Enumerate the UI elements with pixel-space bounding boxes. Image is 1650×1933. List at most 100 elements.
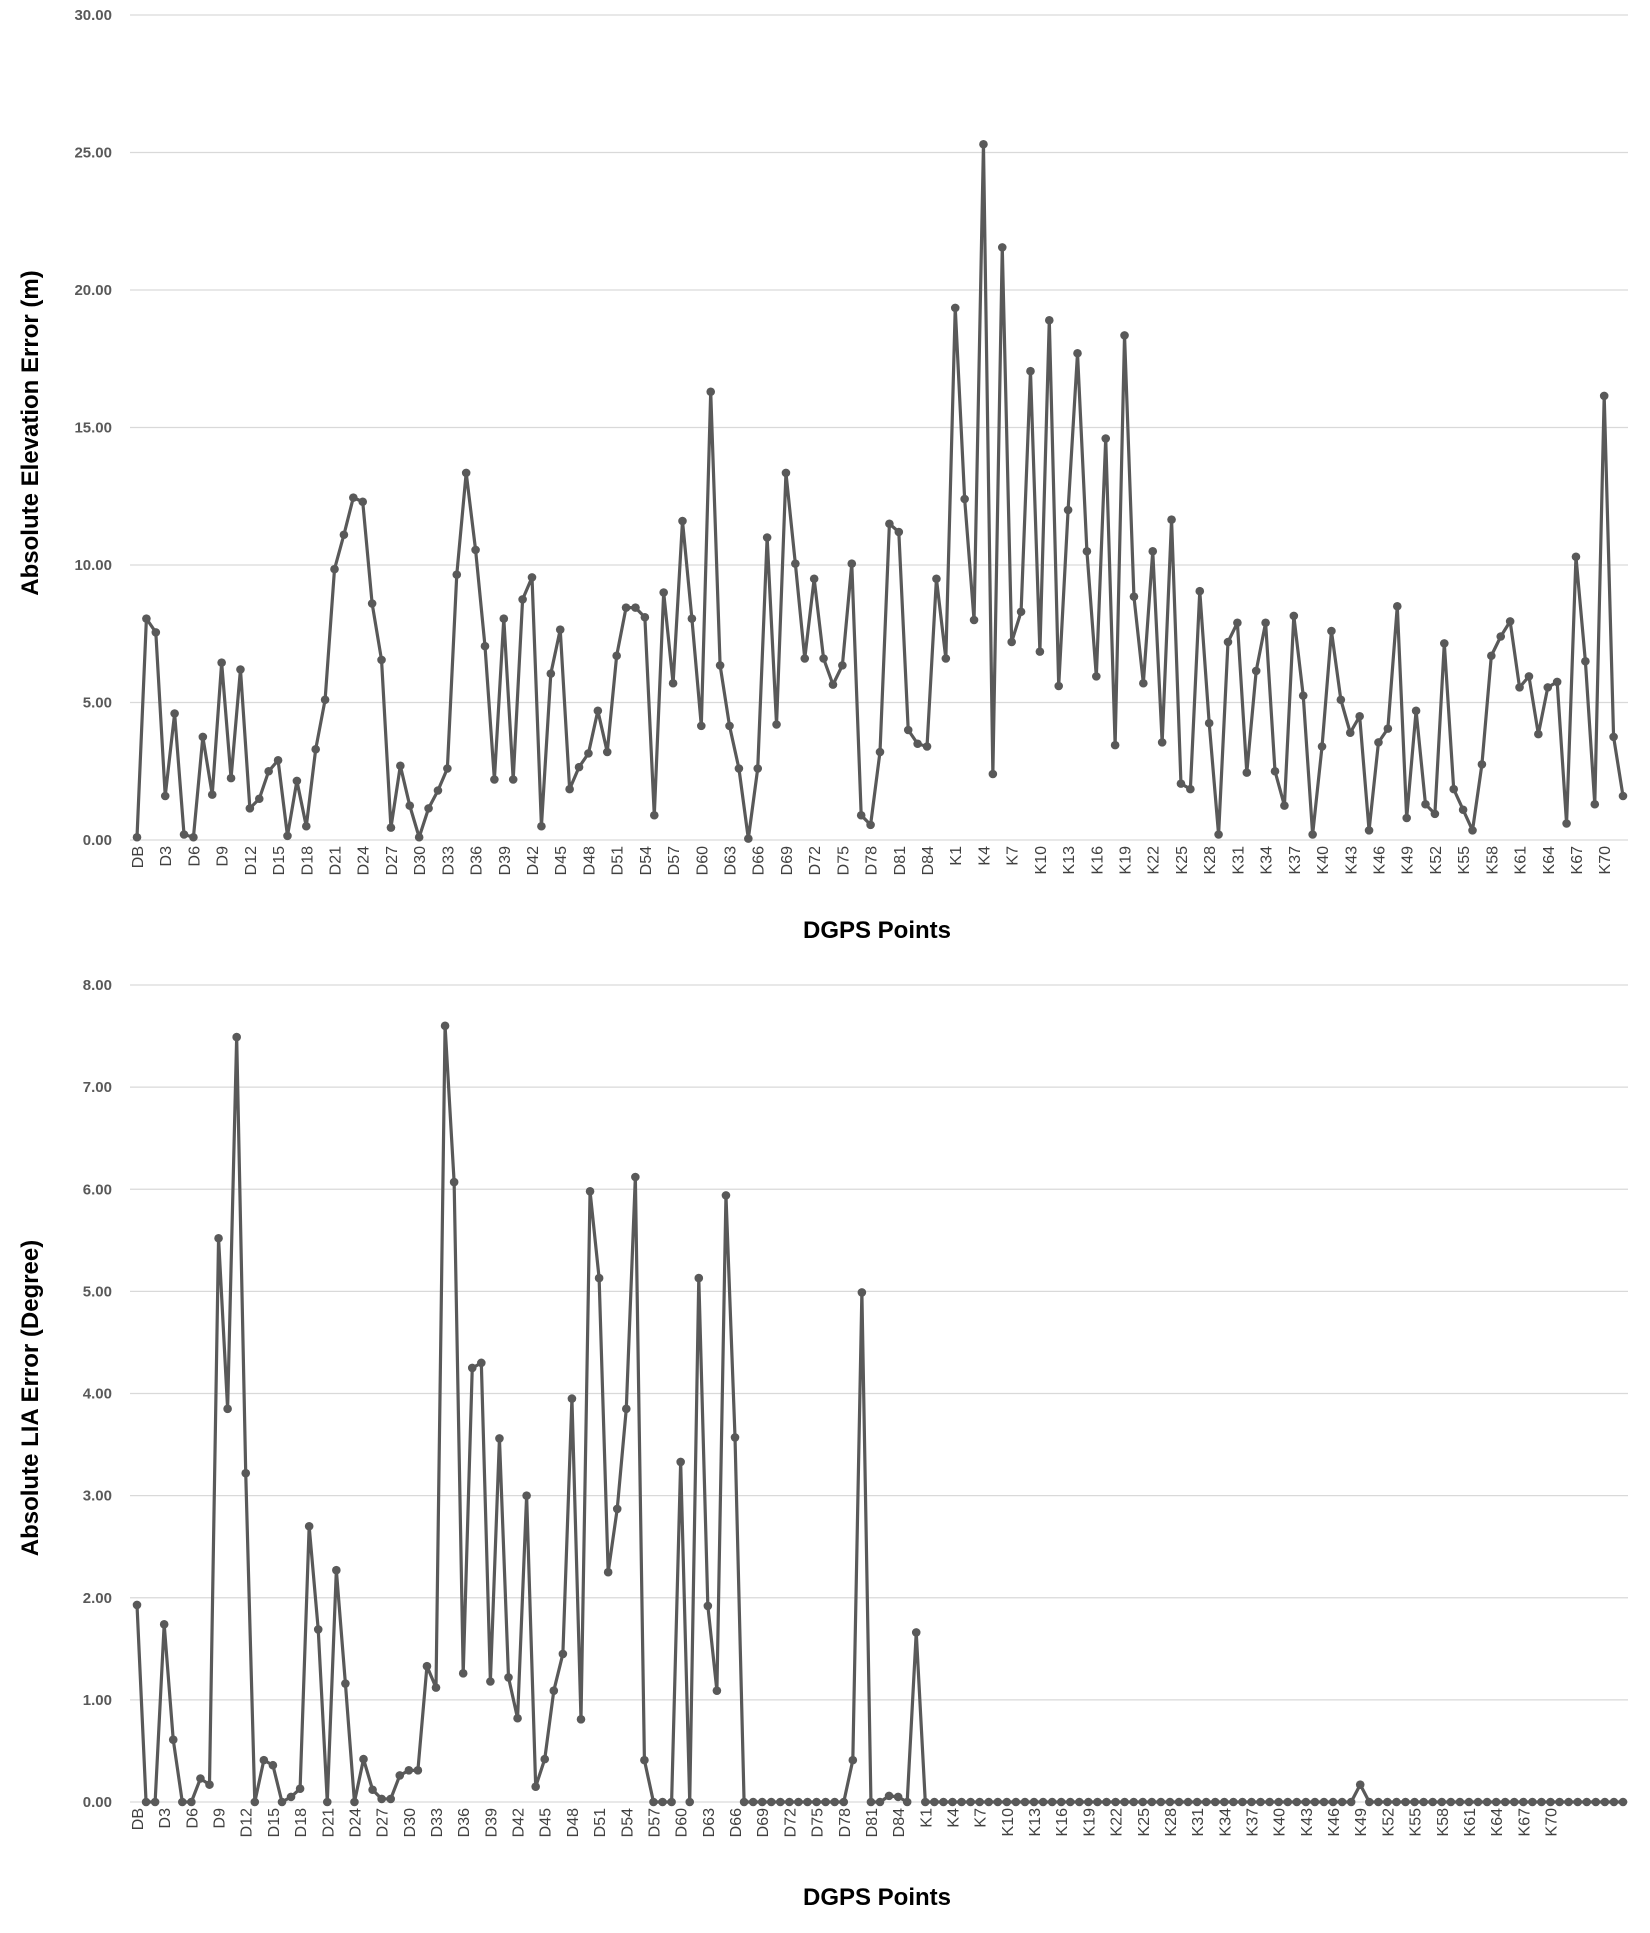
x-tick-label: K61 <box>1462 1808 1479 1837</box>
data-point <box>997 243 1007 252</box>
data-point <box>941 654 951 663</box>
data-point <box>330 564 339 574</box>
x-tick-label: K22 <box>1146 846 1163 875</box>
data-point <box>367 599 377 608</box>
data-point <box>1519 1797 1528 1807</box>
x-tick-label: D57 <box>646 1808 663 1837</box>
data-point <box>1509 1797 1519 1807</box>
data-point <box>1082 546 1092 556</box>
data-point <box>1204 718 1214 728</box>
data-point <box>1129 592 1139 601</box>
data-point <box>1233 618 1242 628</box>
y-tick-label: 7.00 <box>83 1079 112 1096</box>
data-point <box>1345 728 1355 738</box>
data-point <box>236 665 245 674</box>
data-point <box>960 494 969 504</box>
data-point <box>766 1797 776 1807</box>
data-point <box>1044 315 1054 325</box>
data-point <box>141 1797 151 1807</box>
data-point <box>913 739 922 749</box>
data-point <box>1214 830 1223 839</box>
x-tick-label: K67 <box>1569 846 1586 875</box>
data-point <box>1289 611 1299 621</box>
x-tick-label: D63 <box>701 1808 718 1837</box>
data-point <box>1210 1797 1220 1807</box>
data-point <box>1102 1797 1111 1807</box>
x-tick-label: D84 <box>920 846 937 875</box>
data-point <box>848 1755 858 1765</box>
data-point <box>1101 434 1111 443</box>
data-point <box>856 810 866 820</box>
x-tick-label: D57 <box>666 846 683 875</box>
data-point <box>748 1797 758 1807</box>
data-point <box>1327 626 1336 636</box>
data-point <box>819 654 828 663</box>
data-point <box>712 1686 722 1695</box>
data-point <box>1174 1797 1184 1807</box>
data-point <box>1238 1797 1247 1807</box>
data-point <box>1337 1797 1347 1807</box>
data-point <box>1477 760 1487 769</box>
data-point <box>1251 666 1261 676</box>
data-point <box>1564 1797 1573 1807</box>
data-point <box>286 1792 296 1802</box>
data-point <box>734 764 744 773</box>
y-tick-label: 10.00 <box>74 557 112 574</box>
data-point <box>386 823 396 832</box>
data-point <box>1336 695 1346 705</box>
x-tick-label: K49 <box>1353 1808 1370 1837</box>
x-tick-label: D60 <box>674 1808 691 1837</box>
x-tick-label: K34 <box>1217 1808 1234 1837</box>
data-point <box>1500 1797 1510 1807</box>
data-point <box>1292 1797 1302 1807</box>
data-point <box>1156 1797 1166 1807</box>
x-tick-label: D45 <box>553 846 570 875</box>
data-point <box>537 821 546 831</box>
data-point <box>1505 617 1515 626</box>
x-tick-label: D81 <box>892 846 909 875</box>
data-point <box>875 1797 885 1807</box>
data-point <box>1571 552 1581 562</box>
data-point <box>1528 1797 1537 1807</box>
data-point <box>1364 826 1374 835</box>
data-point <box>349 493 358 502</box>
y-tick-label: 20.00 <box>74 282 112 299</box>
data-point <box>1148 546 1158 556</box>
y-tick-label: 2.00 <box>83 1590 112 1607</box>
x-tick-label: K1 <box>918 1808 935 1828</box>
x-tick-label: K58 <box>1484 846 1501 875</box>
x-tick-label: K52 <box>1380 1808 1397 1837</box>
data-point <box>531 1782 540 1791</box>
data-point <box>885 519 894 529</box>
x-tick-label: D30 <box>402 1808 419 1837</box>
data-point <box>490 775 499 784</box>
data-point <box>304 1521 314 1531</box>
data-point <box>1280 801 1289 810</box>
data-point <box>1591 1797 1601 1807</box>
x-tick-label: K4 <box>976 846 993 866</box>
data-point <box>1092 672 1101 681</box>
x-tick-label: D3 <box>157 1808 174 1829</box>
data-point <box>1065 1797 1075 1807</box>
x-tick-label: DB <box>130 846 147 868</box>
data-point <box>1468 826 1477 835</box>
data-point <box>1201 1797 1211 1807</box>
data-point <box>1374 1797 1383 1807</box>
data-point <box>404 1766 414 1775</box>
x-tick-label: D51 <box>610 846 627 875</box>
data-point <box>1317 742 1327 751</box>
elevation-error-chart: Absolute Elevation Error (m) DGPS Points… <box>17 7 1628 944</box>
data-point <box>939 1797 948 1807</box>
data-point <box>1256 1797 1265 1807</box>
data-point <box>715 661 725 670</box>
data-point <box>1120 331 1129 340</box>
data-point <box>584 749 593 758</box>
data-point <box>1421 799 1430 809</box>
data-point <box>1355 1780 1365 1789</box>
data-point <box>1183 1797 1193 1807</box>
data-point <box>757 1797 767 1807</box>
data-point <box>443 764 452 773</box>
data-point <box>922 742 932 751</box>
x-tick-label: D36 <box>469 846 486 875</box>
